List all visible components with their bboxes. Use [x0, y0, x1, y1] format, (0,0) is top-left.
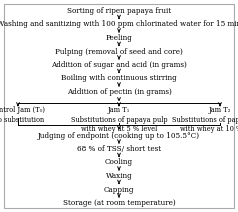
Text: Storage (at room temperature): Storage (at room temperature) [63, 199, 175, 207]
Text: Sorting of ripen papaya fruit: Sorting of ripen papaya fruit [67, 7, 171, 15]
Text: Pulping (removal of seed and core): Pulping (removal of seed and core) [55, 47, 183, 56]
Text: Addition of sugar and acid (in grams): Addition of sugar and acid (in grams) [51, 61, 187, 69]
Text: Control Jam (T₀)
No substitution: Control Jam (T₀) No substitution [0, 106, 45, 124]
Text: Judging of endpoint (cooking up to 105.5°C): Judging of endpoint (cooking up to 105.5… [38, 131, 200, 139]
Text: Peeling: Peeling [106, 34, 132, 42]
Text: Boiling with continuous stirring: Boiling with continuous stirring [61, 74, 177, 82]
Text: 68 % of TSS/ short test: 68 % of TSS/ short test [77, 145, 161, 153]
Text: Jam T₂
Substitutions of papaya pulp
with whey at 10 % level: Jam T₂ Substitutions of papaya pulp with… [172, 106, 238, 133]
Text: Washing and sanitizing with 100 ppm chlorinated water for 15 min: Washing and sanitizing with 100 ppm chlo… [0, 21, 238, 28]
Text: Waxing: Waxing [106, 172, 132, 180]
Text: Jam T₁
Substitutions of papaya pulp
with whey at 5 % level: Jam T₁ Substitutions of papaya pulp with… [71, 106, 167, 133]
Text: Capping: Capping [104, 186, 134, 194]
Text: Addition of pectin (in grams): Addition of pectin (in grams) [67, 88, 171, 96]
Text: Cooling: Cooling [105, 159, 133, 166]
